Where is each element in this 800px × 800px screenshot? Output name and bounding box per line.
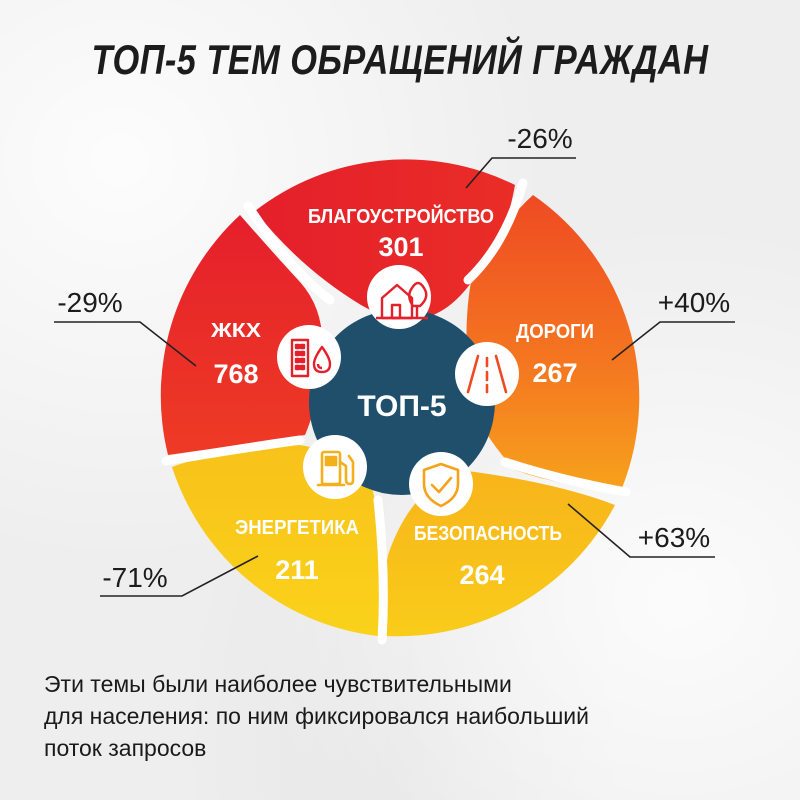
leader-dorogi	[611, 321, 735, 361]
sector-zhkh	[160, 215, 323, 455]
icon-disc-energetika	[303, 435, 367, 499]
building-drop-icon	[290, 338, 332, 378]
house-tree-icon	[376, 281, 428, 320]
label-dorogi: ДОРОГИ	[516, 321, 594, 343]
center-label: ТОП-5	[357, 390, 446, 423]
value-energetika: 211	[275, 555, 319, 585]
icon-disc-dorogi	[455, 342, 519, 406]
value-bezopasnost: 264	[459, 560, 504, 590]
icon-disc-blagoustroystvo	[367, 265, 431, 329]
label-blagoustroystvo: БЛАГОУСТРОЙСТВО	[308, 204, 494, 228]
caption-line-1: Эти темы были наиболее чувствительными	[44, 671, 512, 697]
change-blagoustroystvo: -26%	[507, 123, 572, 154]
caption: Эти темы были наиболее чувствительными д…	[44, 668, 764, 764]
label-energetika: ЭНЕРГЕТИКА	[235, 517, 359, 539]
change-zhkh: -29%	[57, 287, 122, 318]
value-dorogi: 267	[532, 358, 577, 388]
value-blagoustroystvo: 301	[378, 232, 423, 262]
caption-line-2: для населения: по ним фиксировался наибо…	[44, 703, 589, 729]
icon-disc-zhkh	[277, 325, 341, 389]
label-bezopasnost: БЕЗОПАСНОСТЬ	[414, 523, 562, 545]
fuel-pump-icon	[316, 450, 355, 487]
value-zhkh: 768	[213, 359, 258, 389]
leader-blagoustroystvo	[465, 157, 576, 189]
change-bezopasnost: +63%	[638, 522, 710, 553]
change-energetika: -71%	[102, 562, 167, 593]
leader-bezopasnost	[567, 503, 715, 558]
icon-disc-bezopasnost	[409, 452, 473, 516]
chart-title: ТОП-5 ТЕМ ОБРАЩЕНИЙ ГРАЖДАН	[91, 36, 709, 83]
caption-line-3: поток запросов	[44, 735, 207, 761]
sector-dorogi	[466, 195, 640, 488]
shield-check-icon	[422, 462, 460, 508]
road-icon	[466, 354, 508, 394]
sector-blagoustroystvo	[255, 159, 515, 320]
label-zhkh: ЖКХ	[210, 320, 262, 342]
leader-energetika	[100, 555, 259, 597]
leader-zhkh	[54, 321, 197, 367]
change-dorogi: +40%	[658, 287, 730, 318]
